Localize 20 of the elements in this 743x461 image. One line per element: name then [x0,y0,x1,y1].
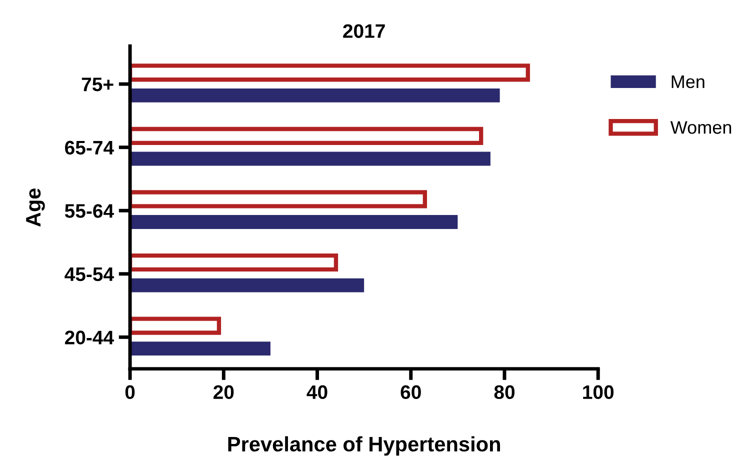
y-tick-label: 55-64 [64,204,114,218]
x-tick-label: 80 [494,385,515,400]
y-tick-label: 65-74 [65,140,114,155]
x-axis-title: Prevelance of Hypertension [228,436,500,456]
x-tick-label: 60 [400,385,421,400]
y-tick-label: 45-54 [64,268,114,282]
legend-label: Men [672,76,704,88]
bar [130,278,364,292]
y-axis-title: Age [26,188,45,227]
bar [130,152,490,166]
y-tick-label: 20-44 [65,330,114,344]
chart-title: 2017 [343,24,385,38]
x-tick-label: 40 [306,385,328,400]
bar [130,88,500,102]
x-tick-label: 100 [583,385,614,400]
bar [130,215,458,229]
x-tick-label: 0 [125,385,135,400]
x-tick-label: 20 [214,385,234,400]
y-tick-label: 75+ [82,78,114,92]
legend-label: Women [670,121,732,134]
